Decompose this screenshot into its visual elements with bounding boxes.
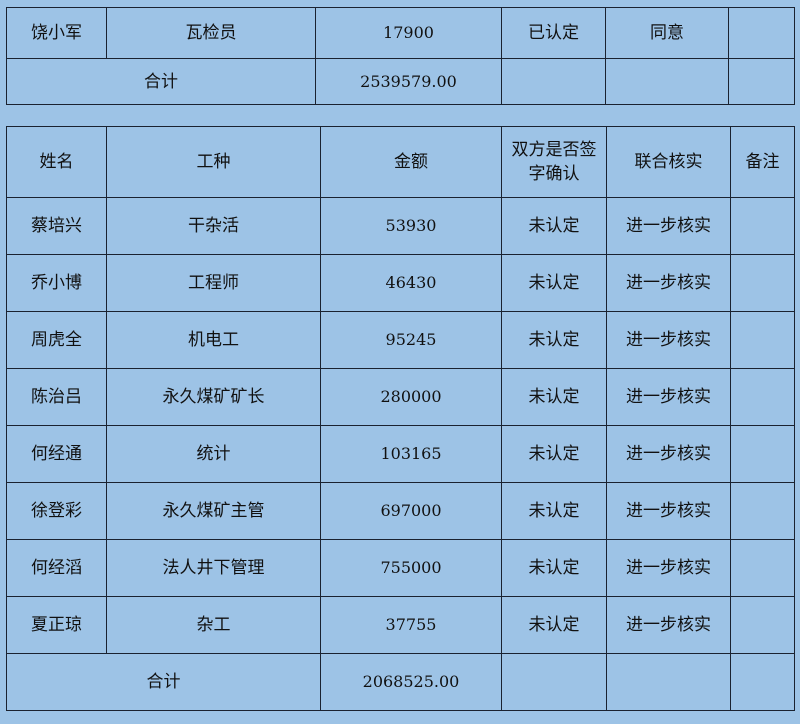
cell-note [730,425,795,483]
cell-verify: 进一步核实 [606,254,731,312]
cell-job: 工程师 [106,254,321,312]
total-label: 合计 [6,58,316,105]
table-bottom: 姓名 工种 金额 双方是否签字确认 联合核实 备注 蔡培兴 干杂活 53930 未认定… [6,126,795,711]
cell-empty [728,58,795,105]
total-label: 合计 [6,653,321,711]
cell-job: 杂工 [106,596,321,654]
table-row: 乔小博 工程师 46430 未认定 进一步核实 [6,254,795,312]
cell-amount: 755000 [320,539,502,597]
table-top: 饶小军 瓦检员 17900 已认定 同意 合计 2539579.00 [6,7,795,105]
header-signed: 双方是否签字确认 [501,126,607,198]
cell-amount: 95245 [320,311,502,369]
cell-job: 瓦检员 [106,7,316,59]
cell-amount: 103165 [320,425,502,483]
table-row: 饶小军 瓦检员 17900 已认定 同意 [6,7,795,59]
cell-verify: 进一步核实 [606,539,731,597]
cell-note [730,368,795,426]
cell-signed: 未认定 [501,368,607,426]
table-row: 陈治吕 永久煤矿矿长 280000 未认定 进一步核实 [6,368,795,426]
cell-empty [605,58,729,105]
cell-note [730,539,795,597]
cell-note [730,311,795,369]
cell-empty [501,58,606,105]
cell-name: 蔡培兴 [6,197,107,255]
cell-signed: 未认定 [501,311,607,369]
table-row: 周虎全 机电工 95245 未认定 进一步核实 [6,311,795,369]
cell-signed: 未认定 [501,254,607,312]
table-row: 何经滔 法人井下管理 755000 未认定 进一步核实 [6,539,795,597]
cell-job: 干杂活 [106,197,321,255]
cell-signed: 未认定 [501,539,607,597]
total-row: 合计 2068525.00 [6,653,795,711]
header-verify: 联合核实 [606,126,731,198]
table-row: 徐登彩 永久煤矿主管 697000 未认定 进一步核实 [6,482,795,540]
cell-note [728,7,795,59]
cell-name: 夏正琼 [6,596,107,654]
cell-job: 永久煤矿矿长 [106,368,321,426]
cell-empty [501,653,607,711]
cell-signed: 未认定 [501,596,607,654]
cell-signed: 未认定 [501,425,607,483]
cell-amount: 53930 [320,197,502,255]
cell-name: 周虎全 [6,311,107,369]
header-note: 备注 [730,126,795,198]
cell-name: 乔小博 [6,254,107,312]
cell-job: 机电工 [106,311,321,369]
cell-signed: 未认定 [501,197,607,255]
cell-note [730,254,795,312]
header-amount: 金额 [320,126,502,198]
cell-amount: 37755 [320,596,502,654]
total-row: 合计 2539579.00 [6,58,795,105]
cell-name: 陈治吕 [6,368,107,426]
header-name: 姓名 [6,126,107,198]
cell-amount: 46430 [320,254,502,312]
cell-empty [730,653,795,711]
cell-signed: 已认定 [501,7,606,59]
table-row: 何经通 统计 103165 未认定 进一步核实 [6,425,795,483]
cell-verify: 进一步核实 [606,368,731,426]
cell-name: 饶小军 [6,7,107,59]
cell-amount: 697000 [320,482,502,540]
total-amount: 2068525.00 [320,653,502,711]
cell-note [730,482,795,540]
header-job: 工种 [106,126,321,198]
cell-verify: 进一步核实 [606,197,731,255]
cell-name: 徐登彩 [6,482,107,540]
total-amount: 2539579.00 [315,58,502,105]
table-row: 夏正琼 杂工 37755 未认定 进一步核实 [6,596,795,654]
cell-note [730,596,795,654]
cell-amount: 17900 [315,7,502,59]
cell-empty [606,653,731,711]
header-row: 姓名 工种 金额 双方是否签字确认 联合核实 备注 [6,126,795,198]
cell-job: 法人井下管理 [106,539,321,597]
cell-name: 何经通 [6,425,107,483]
cell-verify: 进一步核实 [606,425,731,483]
cell-verify: 进一步核实 [606,311,731,369]
cell-verify: 进一步核实 [606,596,731,654]
cell-signed: 未认定 [501,482,607,540]
table-row: 蔡培兴 干杂活 53930 未认定 进一步核实 [6,197,795,255]
cell-amount: 280000 [320,368,502,426]
cell-name: 何经滔 [6,539,107,597]
cell-note [730,197,795,255]
cell-job: 永久煤矿主管 [106,482,321,540]
cell-verify: 同意 [605,7,729,59]
cell-job: 统计 [106,425,321,483]
cell-verify: 进一步核实 [606,482,731,540]
